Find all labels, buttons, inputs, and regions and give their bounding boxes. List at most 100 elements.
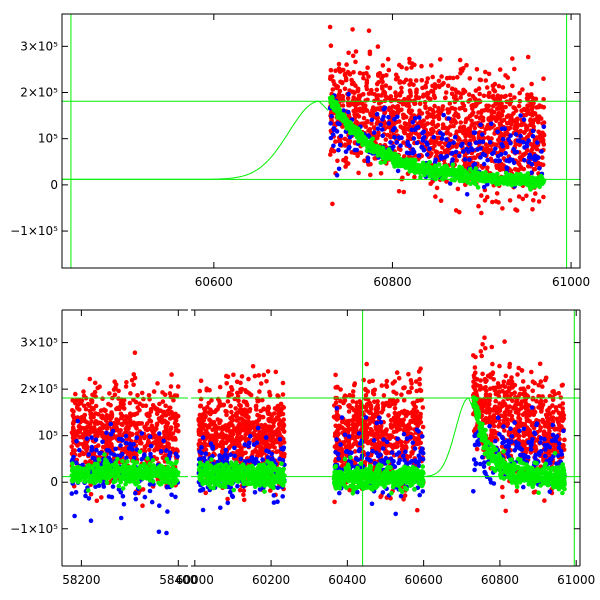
data-point-blue <box>200 435 206 440</box>
data-point-blue <box>451 140 456 145</box>
data-point-blue <box>249 455 255 460</box>
data-point-green <box>473 166 479 171</box>
data-point-blue <box>382 105 388 111</box>
data-point-red <box>388 94 394 99</box>
data-point-red <box>246 422 251 427</box>
data-point-green <box>103 465 109 470</box>
data-point-blue <box>116 487 122 492</box>
data-point-blue <box>251 442 257 447</box>
data-point-green <box>112 476 118 481</box>
data-point-red <box>329 74 335 79</box>
data-point-red <box>173 418 179 423</box>
data-point-red <box>385 132 391 138</box>
data-point-red <box>413 78 419 83</box>
data-point-red <box>482 108 487 113</box>
data-point-red <box>273 369 279 375</box>
data-point-red <box>213 423 218 429</box>
data-point-red <box>401 115 407 120</box>
data-point-green <box>371 145 377 150</box>
data-point-red <box>119 415 124 421</box>
data-point-green <box>147 461 153 466</box>
data-point-red <box>413 94 419 99</box>
data-point-blue <box>343 149 349 154</box>
data-point-red <box>486 136 492 141</box>
data-point-red <box>406 108 412 113</box>
data-point-green <box>136 471 142 476</box>
data-point-green <box>380 151 385 156</box>
data-point-blue <box>495 129 500 135</box>
data-point-red <box>407 82 412 87</box>
data-point-red <box>104 443 109 449</box>
data-point-red <box>243 389 249 395</box>
data-point-blue <box>487 140 493 145</box>
data-point-green <box>475 185 481 190</box>
data-point-red <box>442 95 448 101</box>
data-point-red <box>235 394 241 399</box>
data-point-red <box>462 107 468 113</box>
data-point-red <box>393 93 399 99</box>
data-point-red <box>421 92 427 98</box>
data-point-red <box>396 119 402 124</box>
data-point-red <box>467 131 473 137</box>
data-point-red <box>356 170 361 176</box>
data-point-red <box>152 405 157 410</box>
data-point-red <box>202 409 208 415</box>
data-point-red <box>172 393 178 398</box>
data-point-red <box>362 158 367 164</box>
data-point-blue <box>86 452 92 457</box>
data-point-green <box>534 182 539 188</box>
data-point-red <box>474 101 479 106</box>
data-point-blue <box>478 122 483 128</box>
data-point-red <box>456 114 461 120</box>
data-point-blue <box>499 142 505 147</box>
data-point-blue <box>198 456 203 462</box>
data-point-green <box>136 475 142 481</box>
data-point-blue <box>200 507 206 513</box>
data-point-green <box>80 468 86 473</box>
x-tick-label: 60800 <box>373 275 411 289</box>
data-point-red <box>516 194 522 199</box>
data-point-red <box>128 413 133 419</box>
data-point-green <box>523 173 529 178</box>
data-point-red <box>473 97 479 102</box>
data-point-red <box>333 83 339 89</box>
data-point-red <box>81 393 87 399</box>
data-point-red <box>452 113 457 118</box>
data-point-red <box>330 201 335 207</box>
data-point-red <box>149 428 155 433</box>
data-point-blue <box>104 430 109 436</box>
data-point-red <box>467 76 473 81</box>
data-point-blue <box>462 157 468 162</box>
data-point-red <box>92 380 98 386</box>
data-point-red <box>540 155 545 160</box>
data-point-red <box>155 381 160 386</box>
data-point-red <box>213 408 219 413</box>
data-point-red <box>70 408 75 413</box>
data-point-blue <box>119 436 124 442</box>
data-point-blue <box>74 460 79 466</box>
data-point-blue <box>447 141 452 147</box>
data-point-red <box>366 28 372 33</box>
data-point-red <box>196 416 201 422</box>
data-point-red <box>496 105 502 110</box>
data-point-red <box>437 57 443 62</box>
data-point-red <box>163 403 168 409</box>
data-point-blue <box>86 496 92 501</box>
data-point-red <box>485 149 491 155</box>
data-point-green <box>70 461 75 467</box>
data-point-red <box>361 71 366 77</box>
model-curve <box>62 100 329 180</box>
data-point-green <box>92 478 98 484</box>
data-point-blue <box>498 152 504 157</box>
data-point-blue <box>433 157 438 162</box>
data-point-blue <box>74 438 79 444</box>
data-point-blue <box>467 157 472 162</box>
data-point-red <box>355 87 361 93</box>
data-point-green <box>118 479 123 485</box>
data-point-green <box>430 170 436 176</box>
data-point-green <box>370 136 376 141</box>
data-point-blue <box>157 503 162 509</box>
data-point-green <box>80 472 86 478</box>
data-point-blue <box>147 434 153 440</box>
data-point-blue <box>407 150 412 156</box>
